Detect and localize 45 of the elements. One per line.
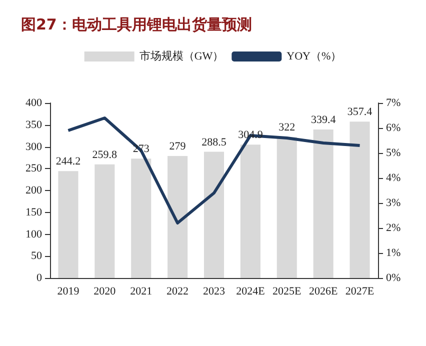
y2-tick-label: 3% [386,197,401,209]
data-label: 322 [278,122,296,134]
y2-tick-label: 1% [386,247,401,259]
x-tick-label: 2026E [308,286,338,298]
bar [131,158,152,278]
data-label: 339.4 [310,114,336,126]
y2-tick-label: 0% [386,272,401,284]
x-tick-label: 2021 [130,286,152,298]
y-tick-label: 50 [31,250,42,262]
data-label: 288.5 [202,136,227,148]
y2-tick-label: 6% [386,122,401,134]
chart-title: 图27：电动工具用锂电出货量预测 [21,16,252,34]
y-tick-label: 350 [26,118,42,131]
legend-label: 市场规模（GW） [139,50,224,62]
bar [240,144,260,278]
y2-tick-label: 2% [386,222,401,234]
y-tick-label: 300 [26,140,42,153]
y-tick-label: 150 [26,206,42,218]
data-label: 259.8 [92,148,118,161]
y2-tick-label: 5% [386,147,401,159]
y-tick-label: 250 [26,162,42,175]
bar [94,164,115,278]
bar [313,130,334,278]
y-tick-label: 200 [26,184,42,196]
x-tick-label: 2025E [272,286,302,298]
y-tick-label: 400 [26,97,42,109]
bar [168,156,188,278]
bar [276,137,297,278]
x-tick-label: 2022 [166,286,189,298]
y2-tick-label: 4% [386,172,401,184]
y-tick-label: 100 [26,228,42,240]
x-tick-label: 2027E [345,286,374,298]
data-label: 279 [169,140,186,152]
bar [58,171,78,278]
y2-tick-label: 7% [386,97,401,109]
x-tick-label: 2023 [203,286,226,298]
y-tick-label: 0 [36,272,42,284]
data-label: 357.4 [347,106,373,118]
data-label: 244.2 [56,156,81,168]
x-tick-label: 2020 [94,286,116,298]
legend-label: YOY（%） [286,50,342,62]
x-tick-label: 2024E [236,286,266,298]
bar [350,122,370,278]
x-tick-label: 2019 [57,286,80,298]
bar [204,152,224,278]
